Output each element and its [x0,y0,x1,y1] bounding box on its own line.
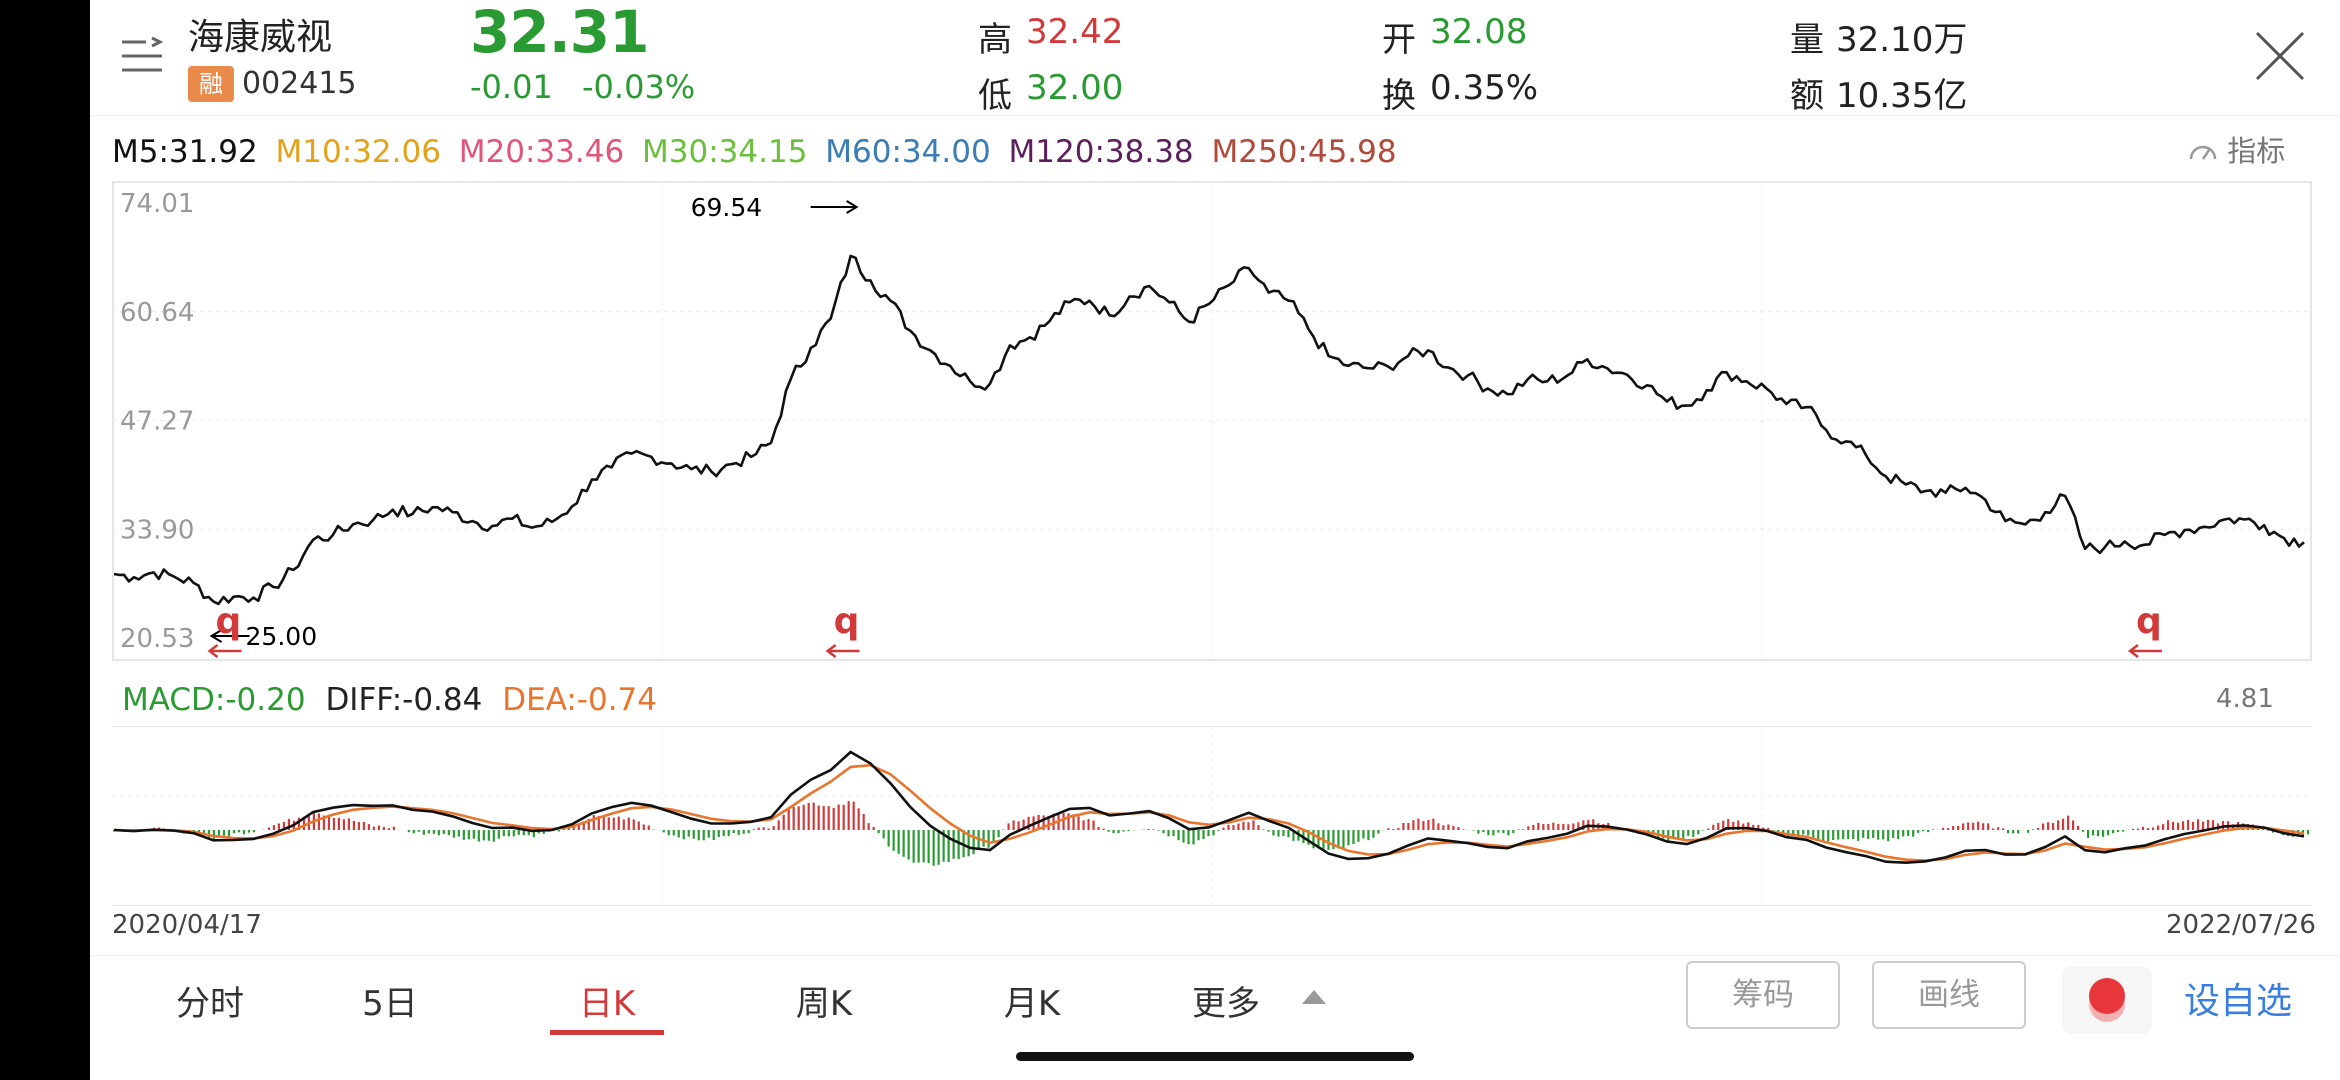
q-marker[interactable]: q [2136,601,2162,642]
q-marker-arrowhead [2127,644,2139,658]
amount-label: 额 [1790,76,1824,116]
tab-monthly-k[interactable]: 月K [1003,984,1061,1024]
dea-value: DEA:-0.74 [502,682,658,718]
indicator-button[interactable]: 指标 [2188,128,2285,170]
bottom-divider [90,955,2340,956]
open-value: 32.08 [1430,12,1528,52]
home-indicator [1016,1052,1414,1061]
stock-code: 002415 [242,66,357,101]
ma20-value: M20:33.46 [458,134,625,170]
q-marker-arrowhead [825,644,837,658]
turnover-value: 0.35% [1430,68,1539,108]
low-arrowhead [209,629,223,643]
price-y-tick: 74.01 [120,189,194,219]
ma250-value: M250:45.98 [1211,134,1397,170]
low-label: 低 [978,76,1012,116]
high-arrowhead [846,200,859,214]
current-price: 32.31 [470,0,649,66]
ma5-value: M5:31.92 [112,134,258,170]
chips-button[interactable]: 筹码 [1686,961,1840,1029]
diff-line [113,750,2305,865]
end-date: 2022/07/26 [2166,910,2316,940]
amount-value: 10.35亿 [1836,76,1968,116]
tab-5day[interactable]: 5日 [362,984,418,1024]
macd-max-label: 4.81 [2216,684,2274,714]
open-label: 开 [1382,20,1416,60]
header-divider [90,115,2340,116]
ma30-value: M30:34.15 [642,134,808,170]
high-label: 高 [978,20,1012,60]
tab-daily-k[interactable]: 日K [578,984,636,1024]
tab-intraday[interactable]: 分时 [176,984,244,1024]
draw-button[interactable]: 画线 [1872,961,2026,1029]
active-tab-underline [550,1030,664,1035]
menu-icon[interactable] [120,36,166,76]
diff-value: DIFF:-0.84 [325,682,483,718]
tab-more[interactable]: 更多 [1192,984,1260,1024]
ma10-value: M10:32.06 [275,134,441,170]
macd-chart[interactable] [112,726,2312,906]
q-marker[interactable]: q [834,601,860,642]
macd-legend: MACD:-0.20 DIFF:-0.84 DEA:-0.74 [122,682,657,718]
high-value: 32.42 [1026,12,1124,52]
volume-value: 32.10万 [1836,20,1968,60]
record-icon[interactable] [2062,966,2152,1034]
screen: 海康威视 融 002415 32.31 -0.01 -0.03% 高 32.42… [90,0,2340,1080]
stock-name: 海康威视 [188,17,333,58]
price-series-line [113,254,2305,606]
tab-weekly-k[interactable]: 周K [795,984,853,1024]
price-y-tick: 20.53 [120,624,194,654]
turnover-label: 换 [1382,76,1416,116]
ma60-value: M60:34.00 [825,134,991,170]
close-icon[interactable] [2254,30,2306,82]
ma120-value: M120:38.38 [1008,134,1194,170]
q-marker[interactable]: q [216,601,242,642]
price-y-tick: 33.90 [120,515,194,545]
low-price-annotation: 25.00 [246,622,318,651]
ma-legend: M5:31.92 M10:32.06 M20:33.46 M30:34.15 M… [112,134,1397,170]
caret-up-icon[interactable] [1300,986,1328,1006]
price-change: -0.01 [470,68,553,106]
volume-label: 量 [1790,20,1824,60]
indicator-label: 指标 [2227,134,2286,168]
price-change-pct: -0.03% [582,68,696,106]
low-value: 32.00 [1026,68,1124,108]
price-y-tick: 60.64 [120,298,194,328]
margin-badge: 融 [188,66,234,102]
macd-value: MACD:-0.20 [122,682,306,718]
q-marker-arrowhead [207,644,219,658]
price-y-tick: 47.27 [120,407,194,437]
high-price-annotation: 69.54 [691,193,763,222]
add-watchlist-button[interactable]: 设自选 [2184,981,2293,1022]
gauge-icon [2188,134,2227,168]
start-date: 2020/04/17 [112,910,262,940]
